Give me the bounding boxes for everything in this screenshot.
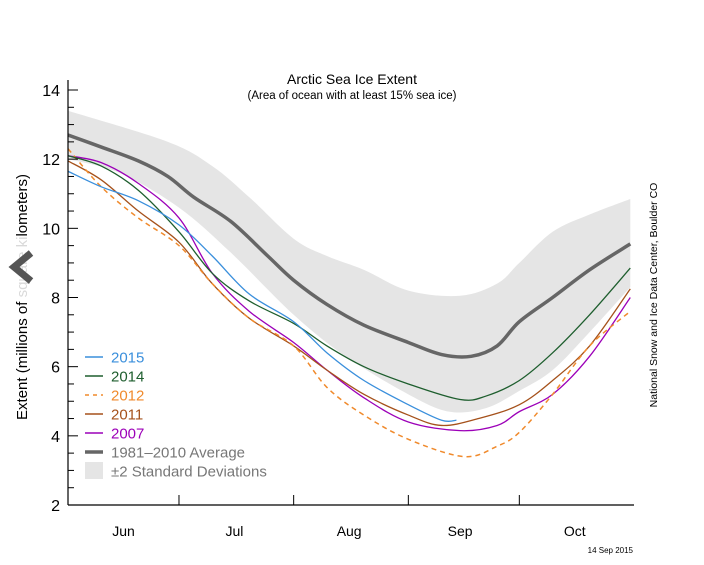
series-line-2011: [67, 160, 631, 427]
x-tick-label: Aug: [337, 523, 362, 539]
back-button[interactable]: [0, 236, 44, 298]
chart-subtitle: (Area of ocean with at least 15% sea ice…: [247, 90, 456, 102]
chevron-left-icon: [8, 250, 34, 284]
credit-text: National Snow and Ice Data Center, Bould…: [648, 183, 660, 408]
y-tick-label: 10: [42, 221, 60, 238]
series-line-1981-2010-average: [67, 133, 632, 359]
chart-title: Arctic Sea Ice Extent: [287, 71, 417, 87]
x-tick-label: Sep: [448, 523, 473, 539]
std-dev-band: [68, 110, 631, 413]
legend-label: 2014: [111, 369, 144, 386]
plot-area: [67, 110, 632, 458]
date-stamp: 14 Sep 2015: [588, 546, 634, 555]
y-tick-label: 6: [51, 360, 60, 377]
y-tick-label: 8: [51, 291, 60, 308]
x-tick-label: Oct: [564, 523, 586, 539]
y-tick-label: 2: [51, 498, 60, 515]
series-line-2014: [67, 155, 631, 401]
legend-label: ±2 Standard Deviations: [111, 464, 267, 481]
y-tick-label: 4: [51, 429, 60, 446]
legend-label: 1981–2010 Average: [111, 445, 245, 462]
legend-label: 2011: [111, 407, 143, 424]
series-line-2012: [67, 148, 631, 458]
y-tick-label: 12: [42, 152, 60, 169]
x-tick-label: Jul: [226, 523, 244, 539]
x-tick-label: Jun: [112, 523, 135, 539]
legend-label: 2015: [111, 350, 144, 367]
series-line-2015: [67, 170, 457, 423]
series-line-2007: [67, 155, 631, 432]
legend: 2015 2014 2012 2011 2007 1981–2010 Average ±2 …: [85, 350, 267, 481]
legend-label: 2007: [111, 426, 144, 443]
y-tick-label: 14: [42, 83, 60, 100]
legend-swatch-band: [85, 462, 103, 479]
axes: 2 4 6 8 10 12 14 Jun Jul Aug Sep Oct: [42, 80, 634, 539]
legend-label: 2012: [111, 388, 144, 405]
